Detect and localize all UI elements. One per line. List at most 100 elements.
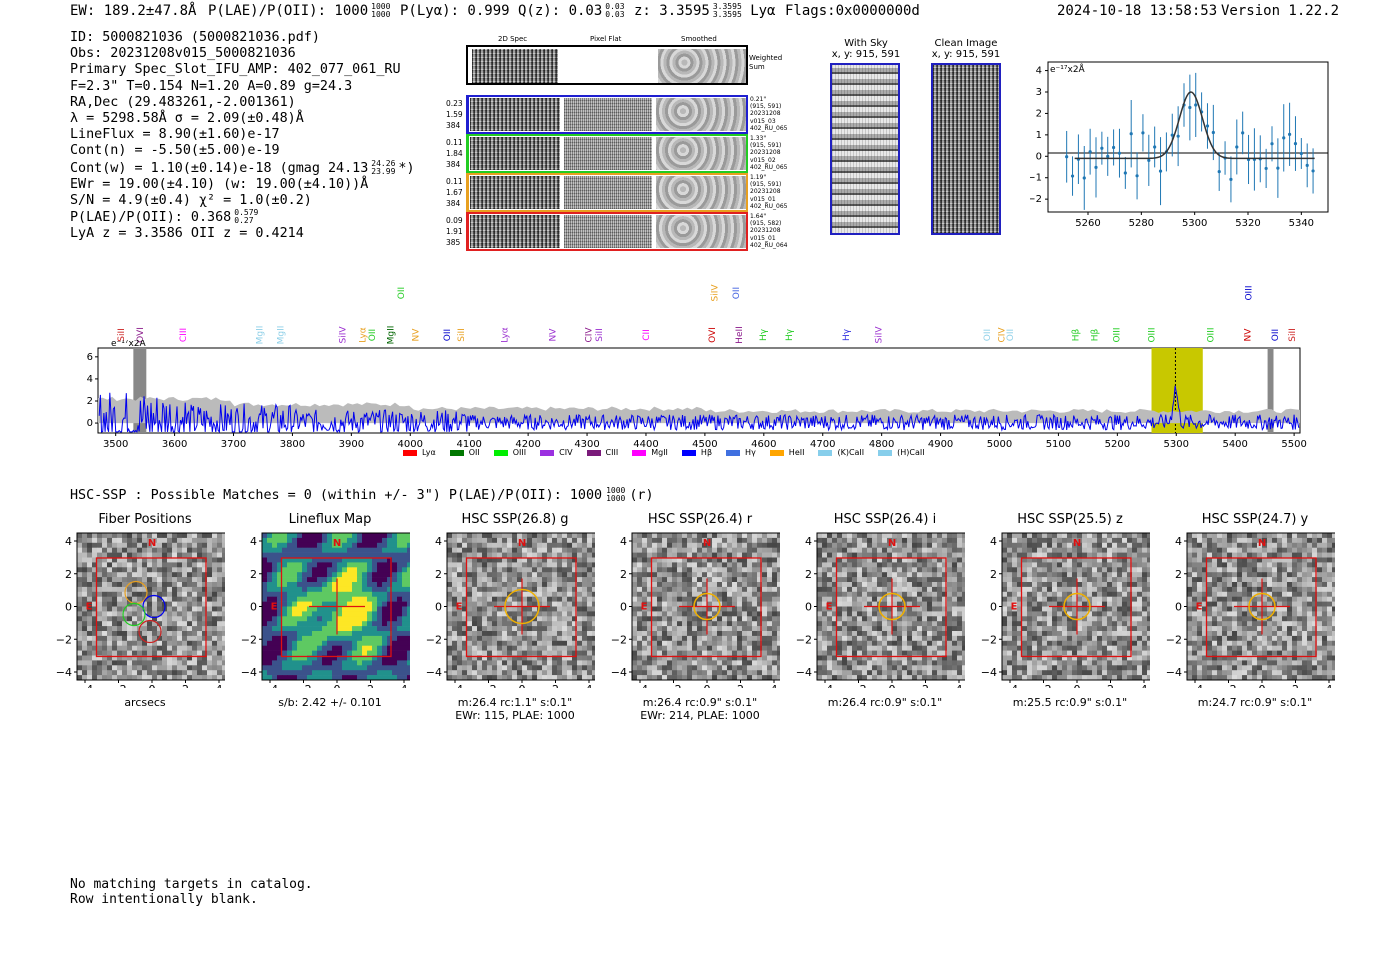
info-lya: LyA z = 3.3586 OII z = 0.4214 bbox=[70, 226, 304, 242]
pixel bbox=[487, 626, 493, 632]
pixel bbox=[382, 542, 388, 548]
pixel bbox=[397, 631, 403, 637]
pixel bbox=[872, 616, 878, 622]
pixel bbox=[832, 572, 838, 578]
pixel bbox=[472, 533, 478, 539]
pixel bbox=[892, 586, 898, 593]
pixel bbox=[857, 582, 863, 588]
pixel bbox=[222, 562, 225, 568]
pixel bbox=[842, 635, 848, 642]
pixel bbox=[382, 577, 388, 583]
pixel bbox=[957, 601, 963, 607]
pixel bbox=[667, 631, 673, 637]
pixel bbox=[927, 640, 933, 646]
info-id: ID: 5000821036 (5000821036.pdf) bbox=[70, 30, 320, 45]
pixel bbox=[562, 577, 568, 583]
pixel bbox=[507, 631, 513, 637]
pixel bbox=[852, 611, 858, 617]
pixel bbox=[537, 621, 543, 627]
pixel bbox=[127, 537, 133, 544]
pixel bbox=[292, 640, 298, 646]
pixel bbox=[327, 533, 333, 539]
pixel bbox=[332, 547, 338, 553]
pixel bbox=[722, 537, 728, 544]
pixel bbox=[137, 533, 143, 539]
pixel bbox=[192, 562, 198, 568]
pixel bbox=[867, 577, 873, 583]
pixel bbox=[207, 572, 213, 578]
pixel bbox=[112, 542, 118, 548]
pixel bbox=[592, 650, 595, 656]
pixel bbox=[192, 606, 198, 612]
pixel bbox=[717, 631, 723, 637]
pixel bbox=[632, 567, 638, 573]
pixel bbox=[127, 626, 133, 632]
pixel bbox=[667, 611, 673, 617]
pixel bbox=[157, 537, 163, 544]
pixel bbox=[397, 586, 403, 593]
pixel bbox=[912, 616, 918, 622]
pixel bbox=[827, 601, 833, 607]
ytick-label: 4 bbox=[250, 535, 257, 548]
cutout-row-stats: 0.23 1.59 384 bbox=[446, 99, 463, 130]
pixel bbox=[647, 533, 653, 539]
pixel bbox=[832, 635, 838, 642]
pixel bbox=[447, 582, 453, 588]
pixel bbox=[132, 552, 138, 558]
pixel bbox=[217, 635, 223, 642]
pixel bbox=[962, 606, 965, 612]
pixel bbox=[942, 650, 948, 656]
pixel bbox=[922, 650, 928, 656]
pixel bbox=[197, 567, 203, 573]
pixel bbox=[737, 665, 743, 671]
pixel bbox=[202, 640, 208, 646]
pixel bbox=[452, 567, 458, 573]
pixel bbox=[742, 675, 748, 681]
pixel bbox=[157, 640, 163, 646]
pixel bbox=[872, 572, 878, 578]
pixel bbox=[197, 596, 203, 602]
pixel bbox=[642, 631, 648, 637]
pixel bbox=[707, 582, 713, 588]
pixel bbox=[297, 547, 303, 553]
pixel bbox=[667, 621, 673, 627]
pixel bbox=[357, 547, 363, 553]
pixel bbox=[392, 611, 398, 617]
zoom-point bbox=[1094, 165, 1098, 169]
pixel bbox=[907, 645, 913, 651]
pixel bbox=[402, 596, 408, 602]
pixel bbox=[852, 533, 858, 539]
pixel bbox=[587, 586, 593, 593]
pixel bbox=[207, 562, 213, 568]
pixel bbox=[347, 552, 353, 558]
pixel bbox=[267, 582, 273, 588]
pixel bbox=[102, 631, 108, 637]
pixel bbox=[107, 640, 113, 646]
pixel bbox=[352, 670, 358, 676]
pixel bbox=[947, 645, 953, 651]
pixel bbox=[297, 675, 303, 681]
pixel bbox=[392, 675, 398, 681]
pixel bbox=[482, 547, 488, 553]
pixel bbox=[857, 562, 863, 568]
pixel bbox=[852, 660, 858, 666]
pixel bbox=[192, 621, 198, 627]
pixel bbox=[327, 626, 333, 632]
pixel bbox=[172, 533, 178, 539]
pixel bbox=[327, 635, 333, 642]
pixel bbox=[1102, 533, 1108, 539]
pixel bbox=[642, 533, 648, 539]
pixel bbox=[817, 606, 823, 612]
pixel bbox=[497, 606, 503, 612]
pixel bbox=[207, 655, 213, 661]
pixel bbox=[142, 645, 148, 651]
zoom-point bbox=[1188, 105, 1192, 110]
legend-label: CIII bbox=[605, 448, 619, 457]
pixel bbox=[327, 675, 333, 681]
pixel bbox=[182, 665, 188, 671]
pixel bbox=[702, 665, 708, 671]
pixel bbox=[827, 572, 833, 578]
pixel bbox=[952, 542, 958, 548]
pixel bbox=[287, 675, 293, 681]
pixel bbox=[527, 557, 533, 563]
